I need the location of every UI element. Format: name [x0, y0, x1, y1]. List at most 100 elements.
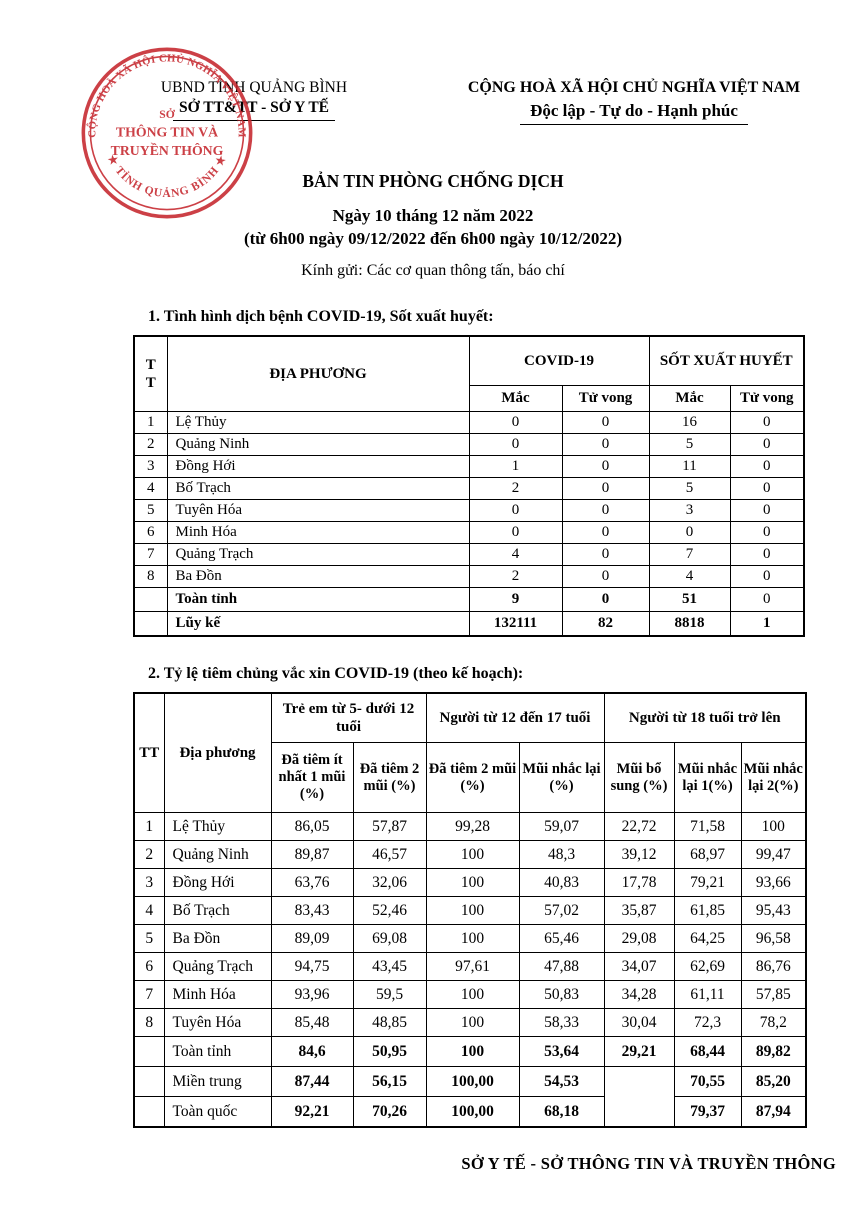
table-row: 3 Đồng Hới 63,76 32,06 100 40,83 17,78 79,21 93,…: [133, 868, 807, 898]
covid-cases-cumulative: 132111: [468, 611, 563, 637]
col-header-tt: T T: [133, 335, 168, 413]
summary-row-cumulative: Lũy kế 132111 82 8818 1: [133, 611, 805, 637]
row-index: 7: [133, 543, 168, 567]
covid-deaths-total: 0: [561, 587, 650, 613]
adult-booster1-rate: 64,25: [673, 924, 742, 954]
teen-booster-rate: 47,88: [518, 952, 605, 982]
covid-cases: 0: [468, 499, 563, 523]
tt-line: T: [145, 357, 156, 374]
section2-heading: 2. Tỷ lệ tiêm chủng vắc xin COVID-19 (th…: [148, 664, 524, 682]
teen-booster-rate: 59,07: [518, 812, 605, 842]
adult-booster2-rate: 57,85: [740, 980, 807, 1010]
adult-booster1-rate: 68,97: [673, 840, 742, 870]
org-name-line2: SỞ TT&TT - SỞ Y TẾ: [172, 98, 336, 122]
seal-outer-ring: [81, 47, 253, 219]
row-index: 2: [133, 433, 168, 457]
star-icon: ★: [211, 152, 229, 171]
seal-inner-ring: [89, 55, 245, 211]
col-header-adult-booster2: Mũi nhắc lại 2(%): [740, 742, 807, 814]
col-group-teens: Người từ 12 đến 17 tuổi: [425, 692, 605, 744]
row-index: 8: [133, 1008, 165, 1038]
adult-additional-rate: 30,04: [603, 1008, 675, 1038]
stamp-bottom-text: TỈNH QUẢNG BÌNH: [113, 164, 222, 200]
location-name: Lệ Thủy: [163, 812, 272, 842]
teen-dose2-rate: 100,00: [425, 1096, 520, 1128]
stamp-center-line2: THÔNG TIN VÀ: [116, 124, 218, 140]
child-dose2-rate: 43,45: [352, 952, 427, 982]
covid-cases: 2: [468, 477, 563, 501]
adult-booster2-rate: 87,94: [740, 1096, 807, 1128]
adult-booster2-rate: 99,47: [740, 840, 807, 870]
location-name: Ba Đồn: [166, 565, 470, 589]
covid-deaths: 0: [561, 411, 650, 435]
empty-cell: [133, 611, 168, 637]
covid-cases: 1: [468, 455, 563, 479]
covid-deaths: 0: [561, 499, 650, 523]
location-name: Quảng Ninh: [166, 433, 470, 457]
row-index: 6: [133, 952, 165, 982]
teen-dose2-rate: 99,28: [425, 812, 520, 842]
table-subheader-row: Mắc Tử vong Mắc Tử vong: [134, 385, 805, 413]
svg-text:★ TỈNH QUẢNG BÌNH ★: ★ TỈNH QUẢNG BÌNH ★: [105, 152, 229, 199]
teen-booster-rate: 50,83: [518, 980, 605, 1010]
covid-deaths-cumulative: 82: [561, 611, 650, 637]
col-header-tt: TT: [133, 692, 165, 814]
col-header-child-dose1: Đã tiêm ít nhất 1 mũi (%): [270, 742, 354, 814]
summary-label: Toàn quốc: [163, 1096, 272, 1128]
child-dose2-rate: 52,46: [352, 896, 427, 926]
child-dose1-rate: 89,87: [270, 840, 354, 870]
summary-label: Lũy kế: [166, 611, 470, 637]
dengue-cases: 0: [648, 521, 731, 545]
covid-cases-total: 9: [468, 587, 563, 613]
national-title: CỘNG HOÀ XÃ HỘI CHỦ NGHĨA VIỆT NAM: [467, 79, 801, 96]
covid-cases: 4: [468, 543, 563, 567]
dengue-deaths: 0: [729, 433, 805, 457]
teen-dose2-rate: 100: [425, 840, 520, 870]
location-name: Quảng Trạch: [166, 543, 470, 567]
table-subheader-row: Đã tiêm ít nhất 1 mũi (%) Đã tiêm 2 mũi …: [134, 742, 807, 814]
adult-additional-rate: 39,12: [603, 840, 675, 870]
location-name: Tuyên Hóa: [163, 1008, 272, 1038]
child-dose2-rate: 69,08: [352, 924, 427, 954]
teen-dose2-rate: 100: [425, 868, 520, 898]
dengue-cases-cumulative: 8818: [648, 611, 731, 637]
child-dose2-rate: 57,87: [352, 812, 427, 842]
teen-dose2-rate: 100: [425, 896, 520, 926]
table-row: 6 Minh Hóa 0 0 0 0: [133, 521, 805, 545]
covid-cases: 2: [468, 565, 563, 589]
summary-row-province: Toàn tỉnh 84,6 50,95 100 53,64 29,21 68,…: [133, 1036, 807, 1068]
child-dose2-rate: 32,06: [352, 868, 427, 898]
page-title: BẢN TIN PHÒNG CHỐNG DỊCH: [302, 170, 564, 191]
bulletin-time-range: (từ 6h00 ngày 09/12/2022 đến 6h00 ngày 1…: [243, 228, 623, 248]
teen-dose2-rate: 100: [425, 1008, 520, 1038]
teen-booster-rate: 68,18: [518, 1096, 605, 1128]
summary-row-national: Toàn quốc 92,21 70,26 100,00 68,18 79,37…: [133, 1096, 807, 1128]
covid-cases: 0: [468, 433, 563, 457]
col-group-dengue: SỐT XUẤT HUYẾT: [648, 335, 805, 387]
child-dose1-rate: 93,96: [270, 980, 354, 1010]
summary-label: Toàn tỉnh: [166, 587, 470, 613]
table-header-row: TT Địa phương Trẻ em từ 5- dưới 12 tuổi …: [133, 692, 807, 814]
table-row: 5 Ba Đồn 89,09 69,08 100 65,46 29,08 64,25 96,58: [133, 924, 807, 954]
location-name: Quảng Ninh: [163, 840, 272, 870]
dengue-deaths: 0: [729, 499, 805, 523]
summary-label: Toàn tỉnh: [163, 1036, 272, 1068]
row-index: 2: [133, 840, 165, 870]
covid-deaths: 0: [561, 477, 650, 501]
dengue-deaths: 0: [729, 411, 805, 435]
table-row: 2 Quảng Ninh 89,87 46,57 100 48,3 39,12 68,97 99…: [133, 840, 807, 870]
col-header-adult-additional: Mũi bổ sung (%): [603, 742, 675, 814]
official-seal-stamp: CỘNG HOÀ XÃ HỘI CHỦ NGHĨA VIỆT NAM ★ TỈN…: [81, 47, 253, 219]
dengue-cases: 4: [648, 565, 731, 589]
covid-dengue-table: T T ĐỊA PHƯƠNG COVID-19 SỐT XUẤT HUYẾT M…: [133, 334, 806, 637]
row-index: 4: [133, 477, 168, 501]
teen-dose2-rate: 100: [425, 924, 520, 954]
covid-cases: 0: [468, 521, 563, 545]
table-row: 7 Quảng Trạch 4 0 7 0: [133, 543, 805, 567]
adult-booster2-rate: 86,76: [740, 952, 807, 982]
row-index: 6: [133, 521, 168, 545]
table-row: 5 Tuyên Hóa 0 0 3 0: [133, 499, 805, 523]
location-name: Tuyên Hóa: [166, 499, 470, 523]
bulletin-date: Ngày 10 tháng 12 năm 2022: [332, 205, 534, 225]
empty-cell: [133, 1066, 165, 1098]
